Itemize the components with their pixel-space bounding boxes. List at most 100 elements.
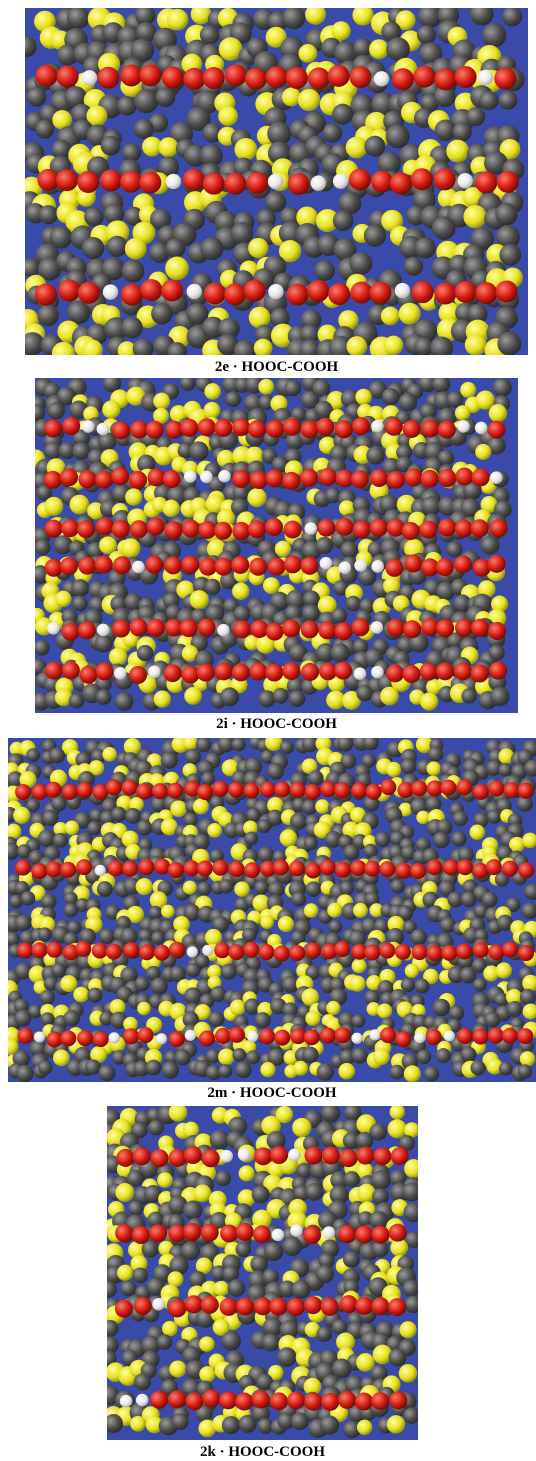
atom — [45, 661, 63, 679]
atom — [389, 1224, 407, 1242]
structure-image — [35, 378, 518, 713]
atom — [248, 238, 268, 258]
atom — [203, 173, 225, 195]
atom — [230, 1000, 246, 1016]
atom — [401, 758, 417, 774]
atom — [255, 1012, 271, 1028]
atom — [133, 338, 154, 355]
atom — [399, 1364, 418, 1383]
atom — [343, 1251, 360, 1268]
atom — [228, 944, 244, 960]
atom — [304, 903, 319, 918]
atom — [92, 943, 108, 959]
atom — [152, 1298, 165, 1311]
atom — [370, 519, 388, 537]
atom — [380, 687, 399, 706]
atom — [494, 68, 516, 90]
atom — [481, 536, 500, 555]
atom — [125, 488, 142, 505]
atom — [60, 975, 77, 992]
atom — [260, 915, 274, 929]
atom — [471, 1060, 486, 1075]
atom — [453, 811, 468, 826]
atom — [404, 257, 423, 276]
atom — [228, 782, 244, 798]
atom — [379, 943, 395, 959]
atom — [473, 978, 487, 992]
atom — [317, 1326, 332, 1341]
atom — [333, 173, 348, 188]
atom — [489, 404, 507, 422]
atom — [320, 781, 336, 797]
structure-image — [8, 738, 536, 1082]
atom — [218, 470, 231, 483]
atom — [415, 237, 436, 258]
atom — [457, 859, 473, 875]
atom — [336, 518, 354, 536]
atom — [165, 521, 183, 539]
atom — [130, 1416, 146, 1432]
atom — [202, 1149, 220, 1167]
atom — [232, 418, 250, 436]
atom — [292, 1280, 311, 1299]
atom — [267, 763, 284, 780]
atom — [364, 944, 380, 960]
atom — [217, 624, 230, 637]
atom — [354, 667, 367, 680]
atom — [304, 1393, 322, 1411]
atom — [370, 469, 388, 487]
atom — [222, 1416, 240, 1434]
atom — [137, 645, 153, 661]
atom — [247, 488, 266, 507]
atom — [302, 604, 319, 621]
atom — [258, 846, 274, 862]
atom — [220, 1298, 238, 1316]
atom — [262, 1333, 280, 1351]
atom — [335, 862, 351, 878]
atom — [301, 420, 319, 438]
atom — [259, 944, 275, 960]
atom — [221, 1331, 241, 1351]
atom — [180, 378, 196, 391]
atom — [282, 619, 300, 637]
atom — [421, 496, 441, 516]
atom — [335, 420, 353, 438]
atom — [334, 941, 350, 957]
atom — [499, 1062, 513, 1076]
atom — [120, 1395, 133, 1408]
atom — [397, 782, 413, 798]
atom — [417, 25, 436, 44]
atom — [335, 622, 353, 640]
atom — [254, 1297, 272, 1315]
atom — [199, 558, 217, 576]
atom — [286, 284, 308, 306]
atom — [168, 862, 184, 878]
atom — [62, 661, 80, 679]
atom — [316, 418, 334, 436]
atom — [258, 690, 275, 707]
atom — [121, 284, 143, 306]
atom — [319, 468, 337, 486]
atom — [146, 1060, 162, 1076]
atom — [460, 382, 476, 398]
atom — [352, 8, 373, 26]
atom — [185, 1392, 203, 1410]
atom — [404, 468, 422, 486]
atom — [392, 68, 414, 90]
atom — [149, 1224, 167, 1242]
atom — [38, 927, 52, 941]
atom — [291, 1413, 309, 1431]
atom — [488, 421, 506, 439]
atom — [379, 861, 395, 877]
atom — [444, 1030, 455, 1041]
atom — [103, 284, 118, 299]
atom — [15, 1010, 32, 1027]
atom — [219, 879, 233, 893]
caption: 2k · HOOC-COOH — [107, 1444, 418, 1461]
atom — [107, 236, 128, 257]
atom — [207, 823, 222, 838]
atom — [235, 1061, 252, 1078]
atom — [97, 423, 110, 436]
atom — [120, 64, 142, 86]
atom — [346, 596, 361, 611]
